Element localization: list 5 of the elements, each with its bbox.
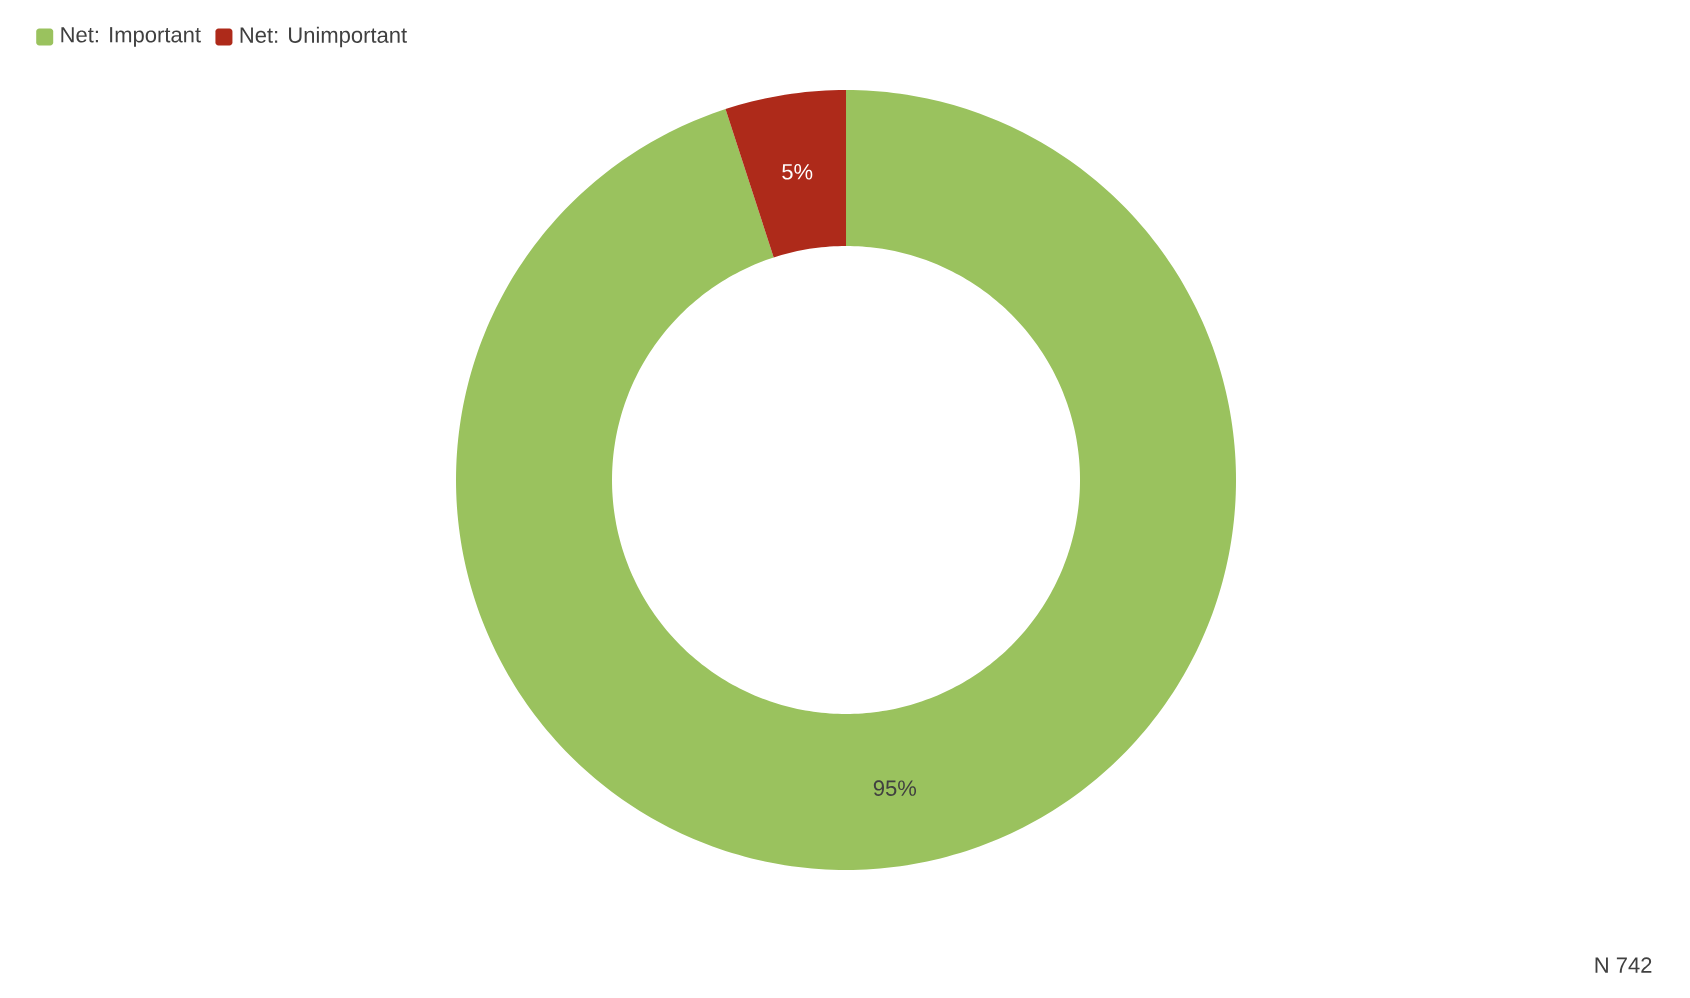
text: N 742	[1595, 957, 1652, 973]
data-label: 5%	[782, 164, 813, 180]
legend-label: Net: Important	[61, 27, 201, 47]
legend-label: Net: Unimportant	[240, 26, 407, 48]
data-label: 95%	[873, 780, 917, 796]
